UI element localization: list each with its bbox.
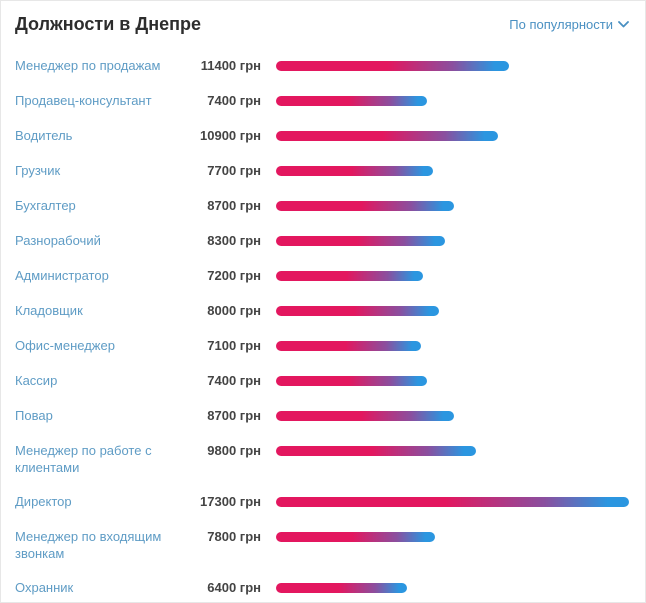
salary-value: 7400 грн [207,93,261,108]
salary-value: 11400 грн [200,58,261,73]
salary-value: 9800 грн [207,443,261,458]
job-title-link[interactable]: Продавец-консультант [15,93,152,108]
salary-value: 17300 грн [200,494,261,509]
salary-bar [276,446,476,456]
table-row: Офис-менеджер 7100 грн [15,329,629,364]
salary-value: 7700 грн [207,163,261,178]
table-row: Директор 17300 грн [15,485,629,520]
salary-value: 8700 грн [207,408,261,423]
salary-bar-track [276,583,629,593]
salary-bar-track [276,201,629,211]
salary-bar [276,271,423,281]
job-title-link[interactable]: Менеджер по работе с клиентами [15,443,152,475]
salary-bar-track [276,532,629,542]
salary-bar-track [276,411,629,421]
table-row: Грузчик 7700 грн [15,154,629,189]
table-row: Повар 8700 грн [15,399,629,434]
salary-value: 8000 грн [207,303,261,318]
job-title-link[interactable]: Кассир [15,373,58,388]
salary-bar [276,201,454,211]
job-title-link[interactable]: Грузчик [15,163,61,178]
salary-value: 7200 грн [207,268,261,283]
salary-bar [276,411,454,421]
salary-bar [276,61,509,71]
table-row: Разнорабочий 8300 грн [15,224,629,259]
table-row: Менеджер по работе с клиентами 9800 грн [15,434,629,485]
salary-value: 7400 грн [207,373,261,388]
table-row: Менеджер по продажам 11400 грн [15,49,629,84]
salary-bar-track [276,61,629,71]
salary-bar [276,306,440,316]
job-title-link[interactable]: Водитель [15,128,73,143]
table-row: Продавец-консультант 7400 грн [15,84,629,119]
page-title: Должности в Днепре [15,14,201,34]
table-row: Администратор 7200 грн [15,259,629,294]
salary-value: 10900 грн [200,128,261,143]
salary-bar [276,166,434,176]
positions-list: Менеджер по продажам 11400 грн Продавец-ко… [15,49,629,602]
salary-bar [276,583,407,593]
table-row: Менеджер по входящим звонкам 7800 грн [15,520,629,571]
salary-bar [276,532,436,542]
sort-dropdown-label: По популярности [509,17,613,32]
salary-bar [276,131,499,141]
salary-bar-track [276,341,629,351]
card-header: Должности в Днепре По популярности [15,14,629,35]
salary-bar-track [276,271,629,281]
salary-bar-track [276,96,629,106]
salary-bar [276,96,427,106]
table-row: Кладовщик 8000 грн [15,294,629,329]
job-title-link[interactable]: Бухгалтер [15,198,76,213]
table-row: Водитель 10900 грн [15,119,629,154]
salary-bar-track [276,131,629,141]
salary-bar [276,341,421,351]
salary-bar-track [276,446,629,456]
job-title-link[interactable]: Офис-менеджер [15,338,115,353]
salary-value: 7800 грн [207,529,261,544]
job-title-link[interactable]: Охранник [15,580,74,595]
job-title-link[interactable]: Менеджер по входящим звонкам [15,529,162,561]
sort-dropdown[interactable]: По популярности [509,17,629,32]
salary-bar-track [276,497,629,507]
job-title-link[interactable]: Администратор [15,268,109,283]
salary-value: 7100 грн [207,338,261,353]
table-row: Бухгалтер 8700 грн [15,189,629,224]
salary-value: 8700 грн [207,198,261,213]
salary-value: 6400 грн [207,580,261,595]
salary-bar-track [276,306,629,316]
job-title-link[interactable]: Директор [15,494,72,509]
job-title-link[interactable]: Повар [15,408,53,423]
table-row: Кассир 7400 грн [15,364,629,399]
salary-value: 8300 грн [207,233,261,248]
salary-bar [276,236,446,246]
job-title-link[interactable]: Менеджер по продажам [15,58,161,73]
job-title-link[interactable]: Кладовщик [15,303,83,318]
chevron-down-icon [618,21,629,28]
salary-bar [276,376,427,386]
table-row: Охранник 6400 грн [15,571,629,602]
salary-bar-track [276,376,629,386]
salary-bar-track [276,166,629,176]
job-title-link[interactable]: Разнорабочий [15,233,101,248]
salary-bar-track [276,236,629,246]
salary-bar [276,497,629,507]
